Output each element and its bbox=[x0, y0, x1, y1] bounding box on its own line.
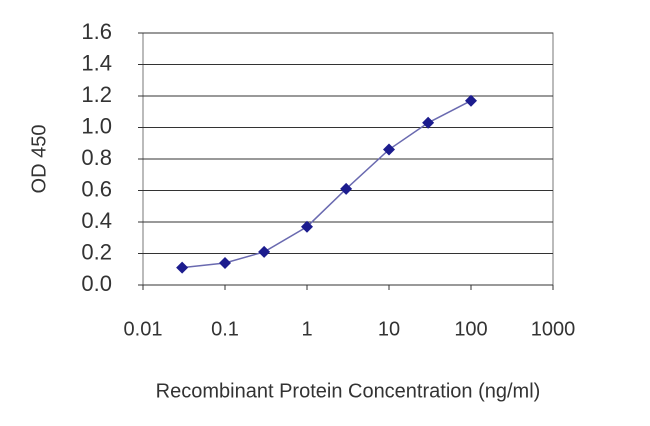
y-tick-label: 1.2 bbox=[81, 82, 112, 107]
data-point bbox=[301, 220, 313, 233]
data-line bbox=[182, 100, 472, 269]
y-tick-label: 0.8 bbox=[81, 145, 112, 170]
y-tick-label: 0.4 bbox=[81, 208, 112, 233]
y-axis-label: OD 450 bbox=[28, 125, 50, 194]
data-point bbox=[258, 245, 271, 258]
y-tick-label: 1.4 bbox=[81, 50, 112, 75]
data-point bbox=[340, 182, 353, 195]
x-tick-label: 1 bbox=[301, 318, 312, 340]
y-tick-label: 0.6 bbox=[81, 176, 112, 201]
x-tick-label: 100 bbox=[454, 318, 487, 340]
x-tick-label: 10 bbox=[378, 318, 400, 340]
x-axis-label: Recombinant Protein Concentration (ng/ml… bbox=[156, 380, 541, 402]
data-point bbox=[383, 143, 395, 156]
x-tick-label: 0.01 bbox=[124, 318, 163, 340]
data-point bbox=[219, 256, 231, 269]
x-tick-label: 1000 bbox=[531, 318, 576, 340]
y-tick-label: 1.6 bbox=[81, 19, 112, 44]
data-point bbox=[422, 116, 435, 129]
y-tick-label: 0.2 bbox=[81, 239, 112, 264]
data-point bbox=[176, 261, 189, 274]
y-tick-label: 1.0 bbox=[81, 113, 112, 138]
data-point bbox=[465, 94, 477, 107]
y-tick-label: 0.0 bbox=[81, 271, 112, 296]
x-tick-label: 0.1 bbox=[211, 318, 239, 340]
